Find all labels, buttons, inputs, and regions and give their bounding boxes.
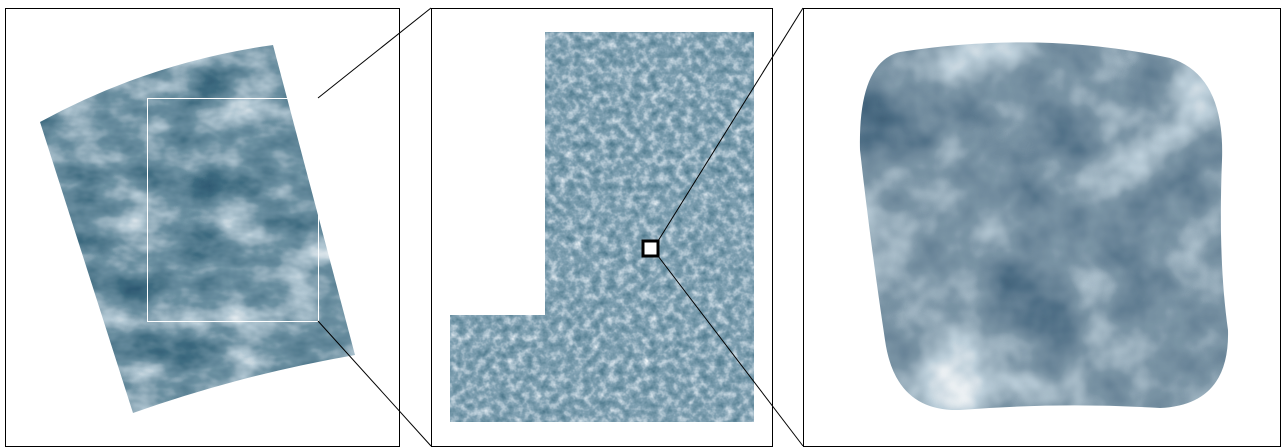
body: (() => { const data = JSON.parse(documen…	[0, 0, 1281, 448]
zoom-box	[643, 241, 658, 256]
figure	[0, 0, 1281, 448]
page: {} html, body { margin: 0; padding: 0; b…	[0, 0, 1281, 448]
image-region	[860, 42, 1228, 410]
